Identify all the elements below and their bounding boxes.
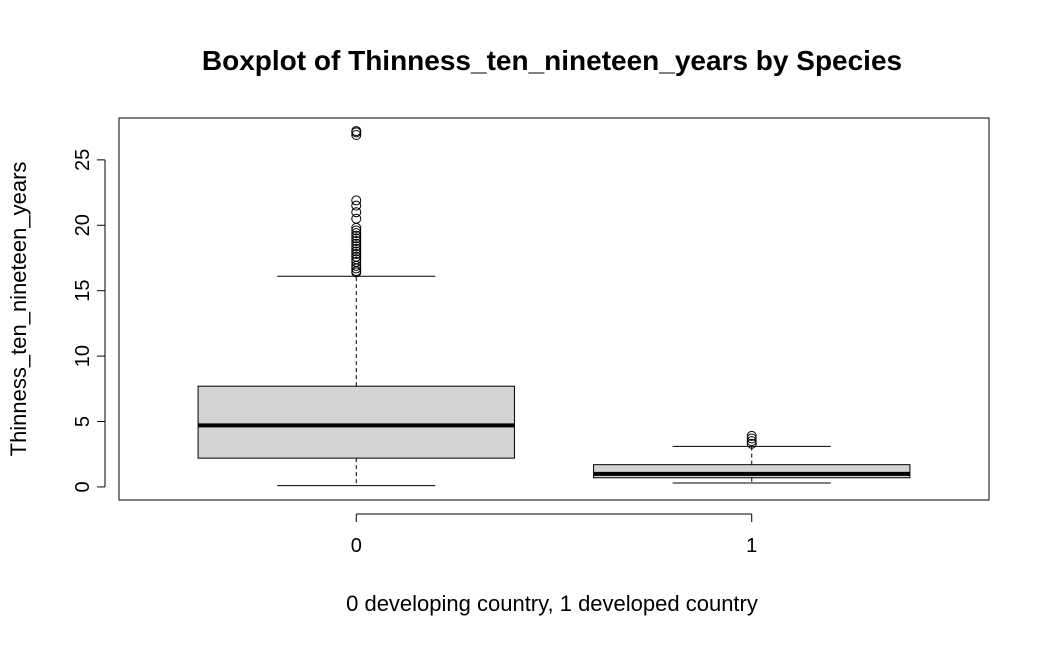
outlier-point <box>746 438 757 449</box>
y-tick-label: 5 <box>72 416 94 427</box>
x-axis-label: 0 developing country, 1 developed countr… <box>346 591 758 616</box>
y-tick-label: 10 <box>72 345 94 367</box>
x-tick-label: 1 <box>746 535 757 557</box>
outlier-point <box>351 235 362 246</box>
outlier-point <box>351 238 362 249</box>
outlier-point <box>351 126 362 137</box>
y-tick-label: 0 <box>72 481 94 492</box>
y-tick-label: 25 <box>72 149 94 171</box>
y-tick-label: 20 <box>72 214 94 236</box>
outlier-point <box>351 249 362 260</box>
x-tick-label: 0 <box>351 535 362 557</box>
box-group-1 <box>593 430 911 484</box>
outlier-point <box>351 246 362 257</box>
outlier-point <box>351 130 362 141</box>
outlier-point <box>351 225 362 236</box>
outlier-point <box>351 256 362 267</box>
outlier-point <box>351 254 362 265</box>
y-axis-label: Thinness_ten_nineteen_years <box>6 162 31 457</box>
y-axis: 0 5 10 15 20 25 <box>72 149 106 492</box>
outlier-point <box>351 228 362 239</box>
chart-title: Boxplot of Thinness_ten_nineteen_years b… <box>202 45 902 76</box>
y-tick-label: 15 <box>72 280 94 302</box>
outlier-point <box>351 241 362 252</box>
outlier-point <box>351 195 362 206</box>
outlier-point <box>351 200 362 211</box>
outlier-point <box>351 230 362 241</box>
outlier-point <box>746 433 757 444</box>
box-group-0 <box>197 126 515 487</box>
outlier-point <box>746 436 757 447</box>
outlier-point <box>351 213 362 224</box>
plot-area-frame <box>118 117 990 501</box>
outlier-point <box>351 243 362 254</box>
outlier-point <box>746 430 757 441</box>
iqr-box <box>197 385 515 459</box>
outlier-point <box>351 233 362 244</box>
outlier-point <box>351 251 362 262</box>
plot-layer <box>197 126 911 487</box>
outlier-point <box>351 207 362 218</box>
